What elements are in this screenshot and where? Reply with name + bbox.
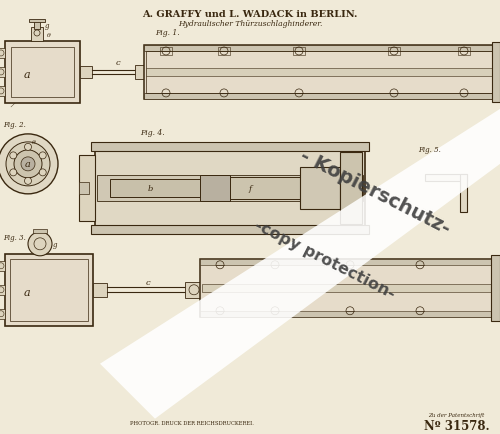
Bar <box>160 48 172 56</box>
Text: g: g <box>45 22 50 30</box>
Bar <box>202 284 491 292</box>
Bar <box>425 174 467 181</box>
Polygon shape <box>100 110 500 419</box>
Text: a: a <box>24 287 30 297</box>
Bar <box>460 174 467 212</box>
Bar <box>218 48 230 56</box>
Text: Fig. 2.: Fig. 2. <box>3 121 26 128</box>
Text: Fig. 1.: Fig. 1. <box>155 29 180 37</box>
Circle shape <box>10 152 17 160</box>
Bar <box>0 309 5 319</box>
Bar <box>492 43 500 103</box>
Bar <box>185 282 203 298</box>
Text: A. GRAFFY und L. WADACK in BERLIN.: A. GRAFFY und L. WADACK in BERLIN. <box>142 10 358 19</box>
Text: -copy protection-: -copy protection- <box>252 217 398 301</box>
Circle shape <box>0 135 58 194</box>
Bar <box>0 68 5 78</box>
Circle shape <box>39 152 46 160</box>
Bar <box>230 178 300 199</box>
Text: Fig. 4.: Fig. 4. <box>140 128 164 137</box>
Bar <box>144 46 494 100</box>
Text: c: c <box>146 278 150 286</box>
Text: Zu der Patentschrift: Zu der Patentschrift <box>428 412 485 417</box>
Bar <box>31 28 43 42</box>
Bar <box>34 22 40 30</box>
Bar <box>110 179 200 197</box>
Bar <box>5 254 93 326</box>
Bar <box>388 48 400 56</box>
Bar <box>146 69 492 77</box>
Bar <box>146 52 492 94</box>
Circle shape <box>24 144 32 151</box>
Bar <box>200 259 493 265</box>
Text: Hydraulischer Thürzuschlaghinderer.: Hydraulischer Thürzuschlaghinderer. <box>178 20 322 28</box>
Bar <box>0 285 5 295</box>
Text: Fig. 3.: Fig. 3. <box>3 233 26 241</box>
Bar <box>11 48 74 98</box>
Bar <box>144 94 494 100</box>
Bar <box>95 148 365 229</box>
Bar <box>200 175 230 201</box>
Bar <box>97 175 363 201</box>
Text: c: c <box>116 59 120 67</box>
Text: g: g <box>53 240 58 248</box>
Bar <box>135 66 149 80</box>
Text: θ: θ <box>47 33 51 38</box>
Bar <box>10 259 88 321</box>
Bar <box>491 255 500 321</box>
Bar <box>458 48 470 56</box>
Bar <box>91 142 369 151</box>
Bar <box>93 283 107 297</box>
Bar <box>200 311 493 317</box>
Bar <box>293 48 305 56</box>
Circle shape <box>28 232 52 256</box>
Circle shape <box>6 142 50 187</box>
Bar <box>0 261 5 271</box>
Bar <box>0 49 5 59</box>
Text: θ: θ <box>32 140 36 145</box>
Text: f: f <box>248 184 252 192</box>
Bar <box>5 42 80 104</box>
Bar <box>144 46 494 52</box>
Circle shape <box>21 158 35 171</box>
Text: Nº 31578.: Nº 31578. <box>424 419 490 432</box>
Bar <box>33 229 47 233</box>
Circle shape <box>10 169 17 177</box>
Text: Fig. 5.: Fig. 5. <box>418 145 441 154</box>
Text: a: a <box>24 70 30 80</box>
Text: PHOTOGR. DRUCK DER REICHSDRUCKEREI.: PHOTOGR. DRUCK DER REICHSDRUCKEREI. <box>130 420 254 425</box>
Bar <box>91 225 369 234</box>
Circle shape <box>39 169 46 177</box>
Circle shape <box>24 178 32 185</box>
Text: a: a <box>25 160 31 169</box>
Bar <box>80 67 92 79</box>
Circle shape <box>14 151 42 178</box>
Bar <box>300 168 340 209</box>
Bar <box>200 259 493 317</box>
Bar <box>0 87 5 97</box>
Bar <box>340 152 362 224</box>
Bar <box>79 155 95 221</box>
Text: - Kopierschutz-: - Kopierschutz- <box>297 145 453 237</box>
Bar <box>29 20 45 23</box>
Text: b: b <box>148 184 152 192</box>
Bar <box>79 182 89 194</box>
